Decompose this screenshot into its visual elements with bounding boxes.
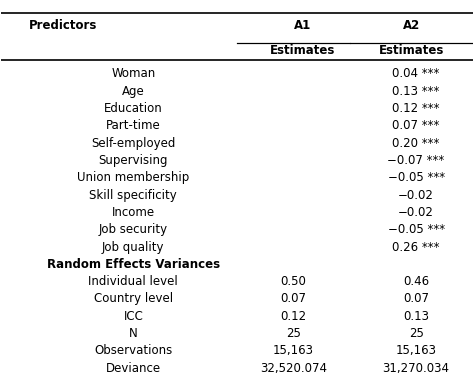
Text: Job quality: Job quality	[102, 241, 164, 254]
Text: 0.20 ***: 0.20 ***	[392, 137, 440, 150]
Text: Predictors: Predictors	[28, 19, 97, 32]
Text: N: N	[129, 327, 138, 340]
Text: Deviance: Deviance	[106, 362, 161, 375]
Text: 0.07: 0.07	[281, 293, 307, 305]
Text: 0.04 ***: 0.04 ***	[392, 67, 440, 80]
Text: Country level: Country level	[94, 293, 173, 305]
Text: 0.46: 0.46	[403, 275, 429, 288]
Text: Estimates: Estimates	[379, 44, 444, 57]
Text: 0.13: 0.13	[403, 310, 429, 323]
Text: 0.07 ***: 0.07 ***	[392, 119, 440, 132]
Text: 0.12 ***: 0.12 ***	[392, 102, 440, 115]
Text: −0.05 ***: −0.05 ***	[388, 223, 445, 236]
Text: −0.07 ***: −0.07 ***	[387, 154, 445, 167]
Text: −0.02: −0.02	[398, 189, 434, 202]
Text: Job security: Job security	[99, 223, 168, 236]
Text: Individual level: Individual level	[89, 275, 178, 288]
Text: Supervising: Supervising	[99, 154, 168, 167]
Text: 15,163: 15,163	[396, 345, 437, 357]
Text: Education: Education	[104, 102, 163, 115]
Text: Skill specificity: Skill specificity	[90, 189, 177, 202]
Text: A1: A1	[294, 19, 311, 32]
Text: 0.07: 0.07	[403, 293, 429, 305]
Text: 15,163: 15,163	[273, 345, 314, 357]
Text: Estimates: Estimates	[270, 44, 336, 57]
Text: 0.12: 0.12	[281, 310, 307, 323]
Text: 0.50: 0.50	[281, 275, 307, 288]
Text: 0.26 ***: 0.26 ***	[392, 241, 440, 254]
Text: Observations: Observations	[94, 345, 173, 357]
Text: 25: 25	[409, 327, 423, 340]
Text: 31,270.034: 31,270.034	[383, 362, 449, 375]
Text: ICC: ICC	[123, 310, 143, 323]
Text: 32,520.074: 32,520.074	[260, 362, 327, 375]
Text: 0.13 ***: 0.13 ***	[392, 85, 440, 98]
Text: Income: Income	[112, 206, 155, 219]
Text: Random Effects Variances: Random Effects Variances	[47, 258, 220, 271]
Text: Part-time: Part-time	[106, 119, 161, 132]
Text: Union membership: Union membership	[77, 171, 190, 184]
Text: −0.02: −0.02	[398, 206, 434, 219]
Text: Age: Age	[122, 85, 145, 98]
Text: A2: A2	[403, 19, 420, 32]
Text: Self-employed: Self-employed	[91, 137, 175, 150]
Text: 25: 25	[286, 327, 301, 340]
Text: Woman: Woman	[111, 67, 155, 80]
Text: −0.05 ***: −0.05 ***	[388, 171, 445, 184]
